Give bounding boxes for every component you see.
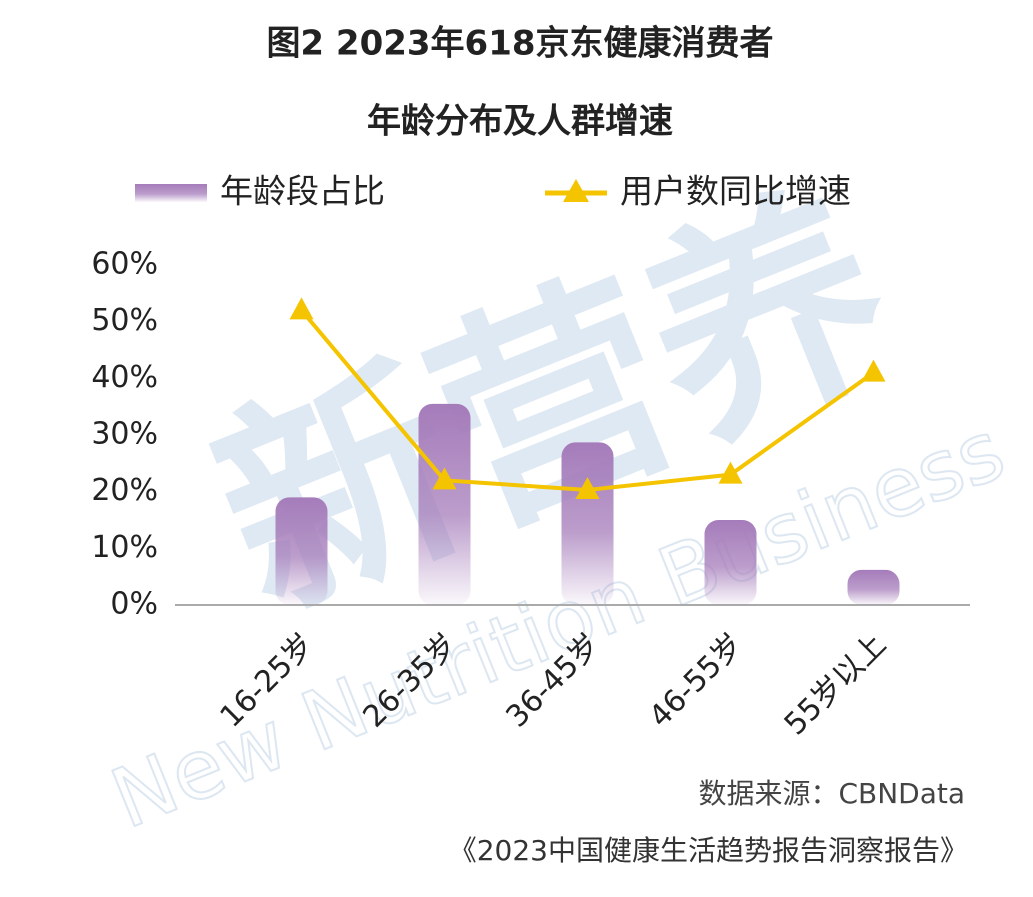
- line-marker: [432, 467, 457, 490]
- chart-title: 年龄分布及人群增速: [367, 102, 673, 142]
- y-tick-label: 50%: [91, 303, 158, 338]
- x-tick-label: 46-55岁: [643, 627, 751, 735]
- y-tick-label: 10%: [91, 530, 158, 565]
- report: 《2023中国健康生活趋势报告洞察报告》: [449, 834, 968, 867]
- bar: [275, 497, 328, 605]
- legend-swatch: [563, 179, 589, 202]
- y-tick-label: 20%: [91, 473, 158, 508]
- legend-label: 用户数同比增速: [620, 172, 851, 211]
- line-marker: [718, 461, 743, 484]
- y-tick-label: 40%: [91, 360, 158, 395]
- bar: [847, 569, 900, 605]
- x-tick-label: 55岁以上: [778, 627, 893, 742]
- bar: [418, 403, 471, 605]
- legend-swatch: [135, 184, 207, 202]
- line-marker: [289, 297, 314, 320]
- bar: [561, 442, 614, 605]
- line-marker: [575, 476, 600, 499]
- bar: [704, 520, 757, 605]
- line-marker: [861, 359, 886, 382]
- y-tick-label: 60%: [91, 247, 158, 282]
- y-tick-label: 30%: [91, 417, 158, 452]
- source: 数据来源：CBNData: [698, 777, 965, 810]
- chart-title: 图2 2023年618京东健康消费者: [266, 24, 773, 64]
- legend-label: 年龄段占比: [220, 172, 385, 211]
- y-tick-label: 0%: [110, 587, 158, 622]
